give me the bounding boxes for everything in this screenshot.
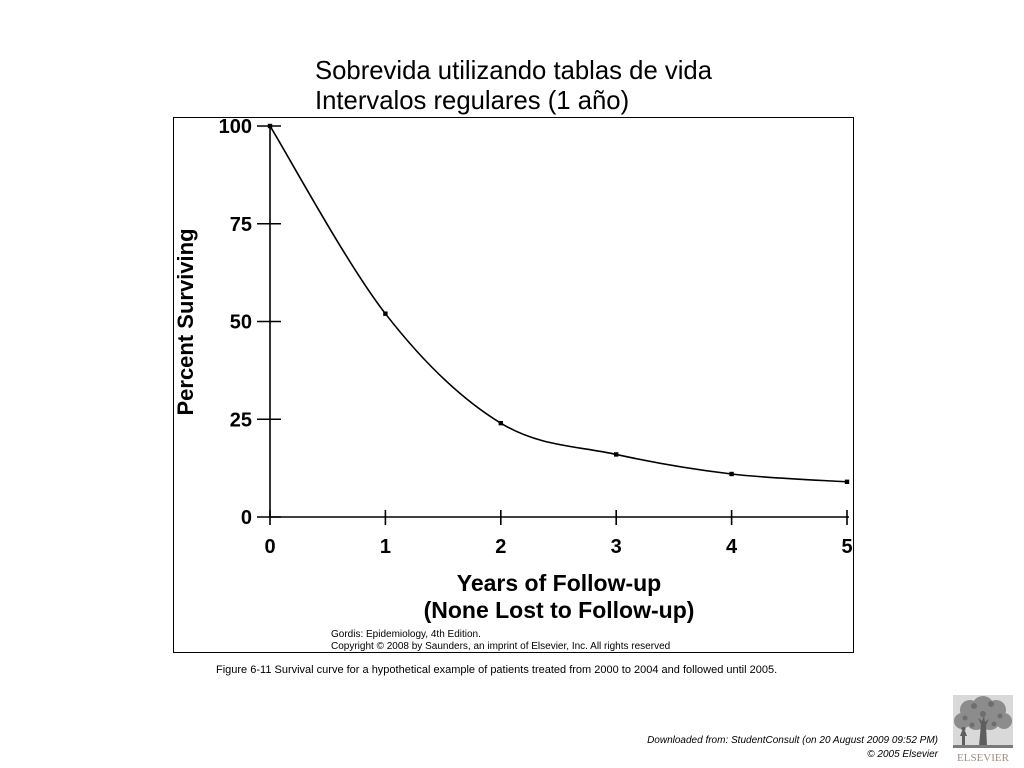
x-tick-label: 4 [726, 536, 738, 558]
x-axis-subtitle: (None Lost to Follow-up) [424, 597, 695, 623]
x-tick-label: 0 [264, 536, 275, 558]
source-note: Downloaded from: StudentConsult (on 20 A… [647, 734, 938, 762]
y-tick-label: 100 [219, 117, 252, 138]
y-tick-label: 75 [230, 214, 252, 236]
data-point-marker [498, 420, 503, 426]
figure-caption: Figure 6-11 Survival curve for a hypothe… [216, 664, 778, 676]
y-axis-title: Percent Surviving [173, 228, 198, 415]
elsevier-logo-text: ELSEVIER [957, 752, 1010, 764]
y-tick-label: 50 [230, 312, 252, 334]
y-tick-label: 0 [241, 507, 252, 529]
elsevier-tree-icon [953, 695, 1013, 748]
data-point-marker [614, 452, 619, 457]
data-point-marker [267, 123, 273, 129]
data-point-marker [844, 479, 850, 485]
x-tick-label: 5 [841, 536, 852, 558]
slide-title-line-1: Sobrevida utilizando tablas de vida [315, 57, 712, 85]
data-point-markers [267, 123, 850, 485]
download-note: Downloaded from: StudentConsult (on 20 A… [647, 735, 938, 746]
figure-credit-source: Gordis: Epidemiology, 4th Edition. [331, 629, 481, 640]
data-point-marker [729, 471, 734, 477]
axis-tick-labels: 0 25 50 75 100 0 1 2 3 4 5 [219, 117, 853, 558]
x-axis-title: Years of Follow-up [457, 570, 661, 596]
figure-credit-copyright: Copyright © 2008 by Saunders, an imprint… [331, 641, 670, 652]
slide-title-line-2: Intervalos regulares (1 año) [315, 87, 630, 115]
elsevier-logo: ELSEVIER [953, 695, 1013, 764]
x-tick-label: 3 [611, 536, 622, 558]
figure-border [173, 117, 854, 653]
axis-tick-marks [257, 125, 848, 525]
y-tick-label: 25 [230, 409, 252, 431]
x-tick-label: 1 [380, 536, 391, 558]
copyright-note: © 2005 Elsevier [867, 749, 938, 760]
data-point-marker [383, 311, 388, 316]
survival-chart: 0 25 50 75 100 0 1 2 3 4 5 Percent Surviving Years… [173, 117, 854, 653]
slide-title: Sobrevida utilizando tablas de vida Inte… [315, 56, 712, 116]
x-tick-label: 2 [495, 536, 506, 558]
